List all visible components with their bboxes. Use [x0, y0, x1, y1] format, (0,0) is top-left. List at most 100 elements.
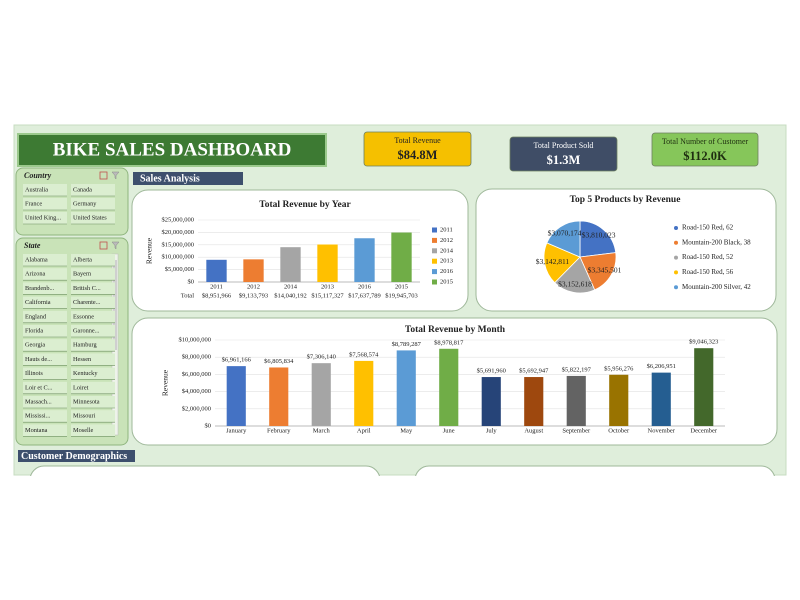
legend-label: 2015 [440, 278, 453, 285]
data-label: $5,692,947 [519, 368, 549, 375]
crop-area [0, 476, 800, 600]
y-tick-label: $0 [188, 278, 195, 285]
legend-swatch [432, 258, 437, 264]
data-label: $8,978,817 [434, 339, 464, 346]
bar [354, 360, 374, 426]
x-tick-label: July [486, 427, 498, 434]
legend-label: Mountain-200 Black, 38 [682, 238, 751, 246]
section-title: Sales Analysis [140, 173, 200, 184]
kpi-card [363, 131, 472, 167]
data-label: $7,568,574 [349, 351, 379, 358]
slicer-item-label: British C... [73, 285, 101, 292]
data-label: $7,306,140 [307, 354, 336, 361]
data-label: $6,805,834 [264, 358, 294, 365]
slicer-item [23, 254, 67, 266]
pie-slice [546, 220, 581, 258]
kpi-value: $84.8M [398, 148, 438, 162]
bar [269, 367, 289, 426]
slicer-item [71, 353, 115, 366]
title-banner [17, 133, 327, 167]
chart-title: Total Revenue by Month [405, 325, 506, 335]
slicer-item-label: Massach... [25, 398, 52, 405]
x-tick-label: 2016 [358, 283, 372, 290]
slicer-item-label: Alabama [25, 256, 48, 263]
x-tick-label: December [690, 427, 718, 434]
slicer-item-label: Brandenb... [25, 285, 55, 292]
x-tick-label: October [608, 427, 630, 434]
slicer-item-label: Mississi... [25, 413, 51, 420]
slicer-item-label: Moselle [73, 427, 93, 434]
pie-slice [543, 242, 581, 284]
legend-label: 2012 [440, 237, 453, 244]
slicer-item [23, 268, 67, 281]
y-tick-label: $4,000,000 [182, 388, 211, 395]
slicer-item-label: Georgia [25, 342, 45, 349]
kpi-label: Total Product Sold [534, 141, 594, 150]
legend-label: 2011 [440, 226, 453, 233]
bar [206, 259, 227, 282]
bar [694, 348, 714, 426]
data-label: $6,961,166 [222, 357, 252, 364]
bar [439, 348, 459, 426]
slicer-item-label: Montana [25, 427, 48, 434]
slicer-item [71, 268, 115, 281]
chart-title: Total Revenue by Year [259, 200, 351, 210]
dashboard-title: BIKE SALES DASHBOARD [53, 139, 292, 160]
slicer-item-label: Hamburg [73, 342, 98, 349]
slicer-item [23, 325, 67, 337]
slicer-item [71, 381, 115, 394]
data-label: $6,206,951 [647, 363, 676, 370]
pie-slice [554, 256, 596, 294]
legend-swatch [432, 248, 437, 254]
data-label: $3,152,618 [558, 279, 592, 288]
kpi-value: $112.0K [683, 149, 727, 163]
y-tick-label: $20,000,000 [162, 229, 195, 236]
slicer-item-label: Arizona [25, 271, 45, 278]
section-title: Customer Demographics [21, 451, 127, 462]
data-label: $5,956,276 [604, 365, 634, 372]
slicer-item-label: California [25, 299, 51, 306]
bar [566, 375, 586, 426]
x-tick-label: January [226, 427, 247, 434]
slicer-item [71, 212, 115, 224]
multi-select-icon [99, 241, 108, 250]
multi-select-icon [99, 171, 108, 180]
slicer-item-label: Germany [73, 200, 97, 207]
bar [396, 350, 416, 426]
kpi-value: $1.3M [547, 153, 581, 167]
kpi-label: Total Number of Customer [662, 137, 749, 146]
slicer-item [71, 325, 115, 337]
legend-swatch [432, 279, 437, 285]
data-label: $3,142,811 [536, 257, 570, 266]
legend-label: 2013 [440, 258, 453, 265]
slicer-item-label: England [25, 313, 47, 320]
slicer-item [71, 184, 115, 196]
x-tick-label: September [562, 427, 591, 434]
y-tick-label: $2,000,000 [182, 405, 211, 412]
bar [609, 374, 629, 426]
slicer-item [71, 410, 115, 423]
slicer-item-label: Loir et C... [25, 384, 53, 391]
x-tick-label: 2013 [321, 283, 334, 290]
legend-label: Road-150 Red, 52 [682, 253, 734, 261]
bar [524, 377, 544, 426]
bar [311, 363, 331, 426]
slicer-item [71, 296, 115, 309]
slicer-item [71, 339, 115, 352]
slicer-item-label: Australia [25, 186, 48, 193]
data-table-value: $19,945,703 [385, 292, 418, 299]
bar [243, 259, 264, 282]
y-axis-label: Revenue [145, 237, 154, 264]
x-tick-label: April [357, 427, 371, 434]
slicer-item [23, 367, 67, 380]
legend-swatch [674, 240, 678, 245]
slicer-item [23, 410, 67, 423]
slicer-item [71, 310, 115, 323]
slicer-item-label: Hauts de... [25, 356, 52, 363]
kpi-card [509, 136, 618, 172]
slicer-item [71, 396, 115, 408]
slicer-item-label: Illinois [25, 370, 43, 377]
x-tick-label: August [524, 427, 543, 434]
bar [280, 247, 301, 282]
